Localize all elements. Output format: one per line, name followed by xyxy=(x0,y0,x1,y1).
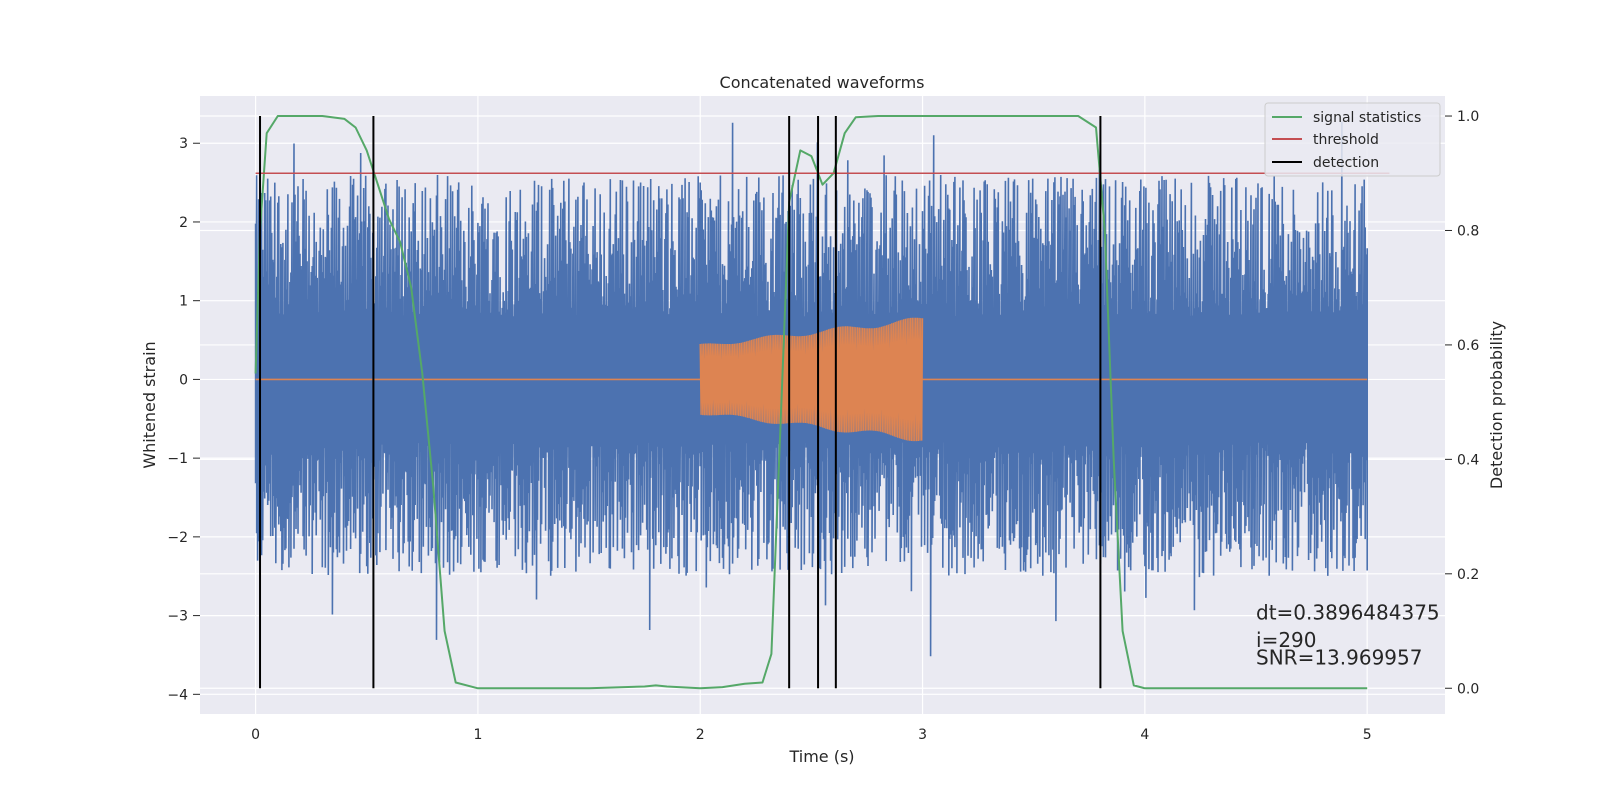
y2-tick-label: 1.0 xyxy=(1457,109,1479,125)
injection-series xyxy=(255,317,1368,442)
y-tick-label: 1 xyxy=(179,294,188,310)
y-tick-label: −4 xyxy=(167,687,188,703)
legend-label-threshold: threshold xyxy=(1313,132,1379,148)
legend-label-detection: detection xyxy=(1313,155,1379,171)
right-axis-series xyxy=(254,115,1390,690)
y-tick-label: −1 xyxy=(167,451,188,467)
x-axis-ticks: 0 1 2 3 4 5 xyxy=(251,727,1372,743)
annotation-0: dt=0.3896484375 xyxy=(1256,601,1440,625)
x-tick-label: 2 xyxy=(696,727,705,743)
y-axis-label: Whitened strain xyxy=(140,341,159,468)
x-tick-label: 0 xyxy=(251,727,260,743)
x-axis-label: Time (s) xyxy=(788,747,854,766)
injection-line xyxy=(699,317,924,442)
y2-axis-label: Detection probability xyxy=(1487,321,1506,489)
y2-tick-label: 0.2 xyxy=(1457,567,1479,583)
legend-box xyxy=(1264,102,1441,177)
legend-label-signal-statistics: signal statistics xyxy=(1313,110,1421,126)
y2-tick-label: 0.0 xyxy=(1457,681,1479,697)
chart-title: Concatenated waveforms xyxy=(720,73,925,92)
y-tick-label: −3 xyxy=(167,609,188,625)
x-tick-label: 3 xyxy=(918,727,927,743)
y-tick-label: 2 xyxy=(179,215,188,231)
x-tick-label: 5 xyxy=(1363,727,1372,743)
annotation-2: SNR=13.969957 xyxy=(1256,645,1422,669)
y2-axis-ticks: 1.0 0.8 0.6 0.4 0.2 0.0 xyxy=(1445,109,1479,697)
y-tick-label: 0 xyxy=(179,372,188,388)
y-tick-label: 3 xyxy=(179,136,188,152)
x-tick-label: 1 xyxy=(473,727,482,743)
y2-tick-label: 0.4 xyxy=(1457,452,1479,468)
signal-statistics-line xyxy=(254,115,1368,690)
y-axis-ticks: 3 2 1 0 −1 −2 −3 −4 xyxy=(167,136,200,703)
x-tick-label: 4 xyxy=(1140,727,1149,743)
y-tick-label: −2 xyxy=(167,530,188,546)
annotation-1: i=290 xyxy=(1256,628,1317,652)
legend: signal statistics threshold detection xyxy=(1264,102,1441,177)
y2-tick-label: 0.8 xyxy=(1457,223,1479,239)
y2-tick-label: 0.6 xyxy=(1457,338,1479,354)
